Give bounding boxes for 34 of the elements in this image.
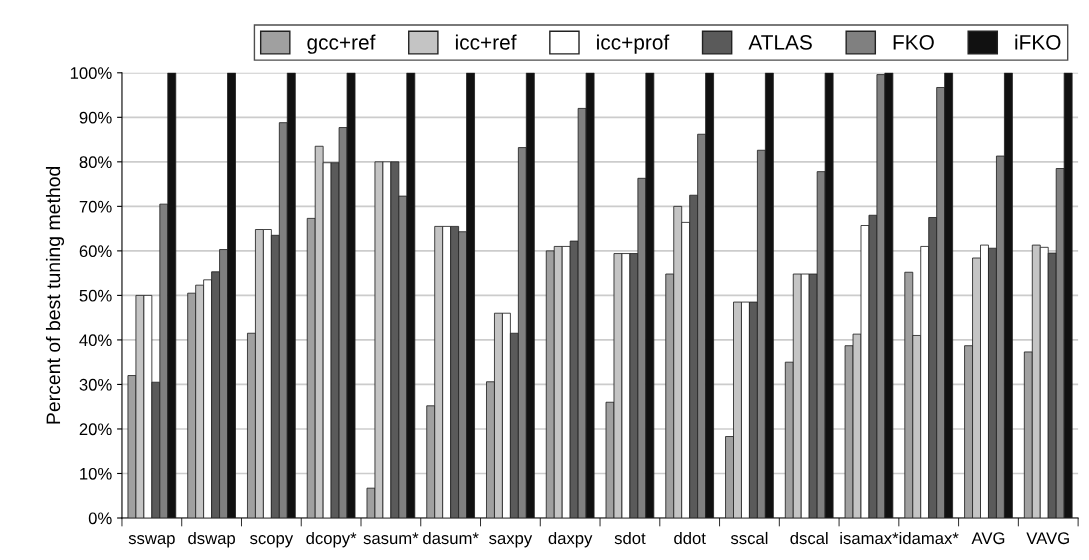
x-tick-label: sswap [128, 535, 175, 548]
y-tick-label: 80% [79, 156, 112, 169]
x-tick-label: sasum* [363, 532, 419, 545]
y-tick-label: 30% [79, 378, 112, 391]
x-tick-label: sdot [614, 531, 646, 545]
legend-label: gcc+ref [307, 34, 376, 54]
y-tick-label: 100% [70, 67, 112, 79]
legend-label: ATLAS [748, 34, 812, 50]
x-tick-label: scopy [250, 535, 294, 548]
legend-label: iFKO [1015, 34, 1061, 50]
legend-label: icc+prof [597, 34, 670, 54]
y-tick-label: 40% [79, 334, 112, 347]
y-tick-label: 50% [79, 289, 112, 302]
x-tick-label: sscal [730, 531, 768, 545]
y-tick-label: 20% [79, 423, 112, 436]
legend-label: icc+ref [455, 34, 517, 50]
y-tick-label: 60% [79, 245, 112, 258]
x-tick-label: saxpy [489, 535, 533, 548]
x-tick-label: isamax* [840, 531, 899, 545]
x-tick-label: dscal [790, 531, 828, 545]
x-tick-label: daxpy [548, 531, 593, 548]
x-tick-label: dasum* [423, 531, 479, 545]
y-tick-label: 0% [88, 512, 112, 525]
x-tick-label: dcopy* [306, 531, 357, 548]
x-tick-label: VAVG [1026, 532, 1069, 545]
x-tick-label: AVG [971, 532, 1005, 545]
x-tick-label: ddot [674, 531, 706, 545]
x-tick-label: dswap [188, 531, 235, 548]
x-tick-label: idamax* [899, 531, 959, 545]
y-tick-label: 90% [79, 111, 112, 124]
y-tick-label: 70% [79, 200, 112, 213]
legend-label: FKO [893, 34, 934, 50]
y-axis-title: Percent of best tuning method [45, 166, 65, 424]
y-tick-label: 10% [80, 467, 112, 480]
